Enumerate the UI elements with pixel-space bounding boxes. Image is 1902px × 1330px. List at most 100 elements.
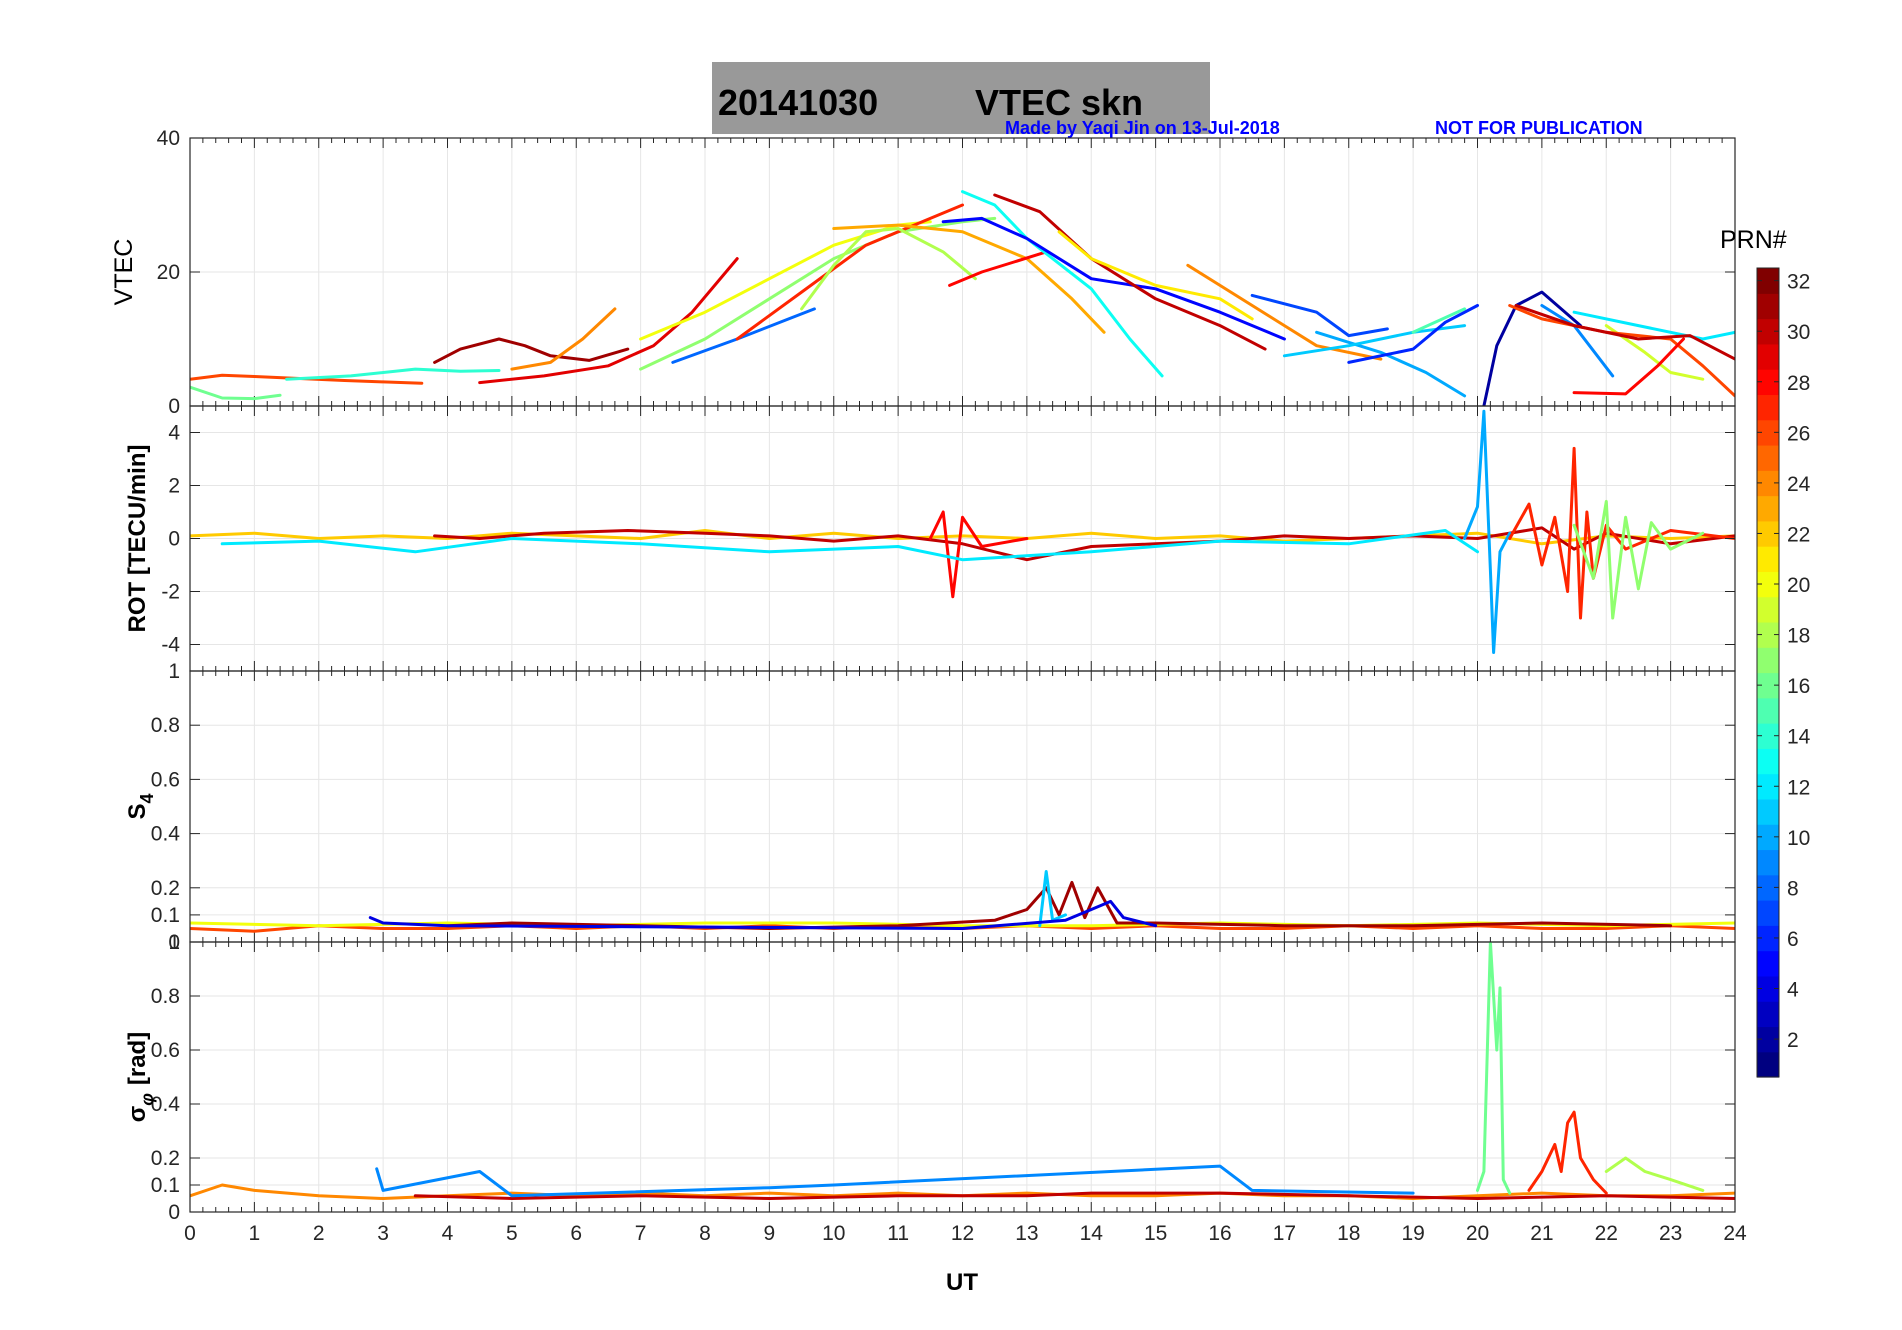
colorbar-tick-label: 22: [1787, 523, 1810, 546]
traces-vtec: [190, 190, 1735, 406]
sigma-trace-prn-18: [1604, 1156, 1705, 1192]
colorbar-bin: [1757, 1026, 1779, 1053]
minor-ticks-sigma: [189, 942, 1736, 1212]
vtec-trace-prn-8: [671, 307, 816, 364]
colorbar-bin: [1757, 596, 1779, 623]
y-tick-label: 0.4: [151, 823, 181, 846]
vtec-trace-prn-5: [941, 216, 1286, 341]
axes-frame-sigma: [189, 941, 1736, 1213]
colorbar-bin: [1757, 672, 1779, 699]
y-tick-label: 0.4: [151, 1093, 181, 1116]
colorbar-bin: [1757, 950, 1779, 977]
colorbar-frame: [1756, 267, 1780, 1078]
y-tick-label: 0.2: [151, 1147, 180, 1170]
x-tick-label: 20: [1466, 1222, 1489, 1245]
x-tick-label: 5: [506, 1222, 518, 1245]
y-tick-label: 0.1: [151, 1174, 180, 1197]
y-tick-label: -4: [161, 634, 180, 657]
x-tick-label: 7: [635, 1222, 647, 1245]
y-axis-title-text: S: [124, 804, 151, 820]
colorbar-bin: [1757, 849, 1779, 876]
y-axis-title-text: VTEC: [110, 239, 138, 306]
y-axis-title-suffix: [rad]: [124, 1032, 151, 1085]
x-tick-label: 6: [570, 1222, 582, 1245]
rot-trace-prn-22: [190, 529, 1735, 546]
y-tick-label: 40: [157, 127, 180, 150]
vtec-trace-prn-14: [285, 367, 501, 381]
y-tick-label: 0: [168, 931, 180, 954]
rot-trace-prn-17: [1572, 499, 1705, 620]
vtec-trace-prn-24: [510, 307, 617, 371]
vtec-trace-prn-16: [190, 385, 282, 401]
colorbar-bin: [1757, 975, 1779, 1002]
y-tick-label: 0: [168, 528, 180, 551]
minor-ticks-rot: [189, 406, 1736, 671]
x-tick-label: 23: [1659, 1222, 1682, 1245]
colorbar-tick-label: 32: [1787, 271, 1810, 294]
y-tick-label: 0.8: [151, 985, 180, 1008]
vtec-trace-prn-24: [1186, 263, 1383, 361]
credit-notice: NOT FOR PUBLICATION: [1435, 118, 1643, 138]
x-axis-label: UT: [946, 1269, 978, 1296]
traces-s4: [190, 870, 1735, 933]
x-tick-label: 14: [1080, 1222, 1104, 1245]
y-tick-label: 0.1: [151, 904, 180, 927]
title-background: [712, 62, 1210, 134]
y-axis-title-rot: ROT [TECU/min]: [124, 445, 151, 633]
y-tick-label: 4: [168, 422, 180, 445]
x-tick-label: 22: [1595, 1222, 1618, 1245]
colorbar-bin: [1757, 571, 1779, 598]
colorbar-tick-label: 2: [1787, 1029, 1799, 1052]
x-tick-label: 1: [249, 1222, 261, 1245]
rot-trace-prn-27: [1508, 446, 1735, 620]
title-date: 20141030: [718, 82, 878, 123]
panel-rot: -4 -2 0 2 4 ROT [TECU/min]: [124, 405, 1736, 672]
x-tick-label: 19: [1401, 1222, 1424, 1245]
y-tick-label: 2: [168, 475, 180, 498]
vtec-trace-prn-23: [832, 223, 1106, 334]
y-axis-title-text: σ: [124, 1106, 151, 1122]
vtec-trace-prn-29: [478, 257, 739, 385]
colorbar-bin: [1757, 495, 1779, 522]
colorbar-bin: [1757, 874, 1779, 901]
colorbar-tick-label: 18: [1787, 625, 1810, 648]
y-tick-label: 0.8: [151, 714, 180, 737]
vtec-trace-prn-21: [1057, 230, 1254, 321]
colorbar-tick-label: 6: [1787, 928, 1799, 951]
x-tick-label: 3: [377, 1222, 389, 1245]
colorbar-bin: [1757, 318, 1779, 345]
colorbar-bin: [1757, 621, 1779, 648]
colorbar-bin: [1757, 343, 1779, 370]
colorbar-tick-label: 20: [1787, 574, 1810, 597]
y-axis-title-sigma: σφ [rad]: [124, 1032, 157, 1122]
panel-vtec: 0 20 40 VTEC: [110, 127, 1736, 418]
vtec-trace-prn-28: [1572, 337, 1685, 396]
x-tick-label: 24: [1723, 1222, 1747, 1245]
y-axis-title-vtec: VTEC: [110, 239, 138, 306]
colorbar-bin: [1757, 419, 1779, 446]
sigma-trace-prn-30: [413, 1191, 1735, 1200]
minor-ticks-vtec: [189, 138, 1736, 406]
colorbar-tick-label: 4: [1787, 979, 1799, 1002]
colorbar-bin: [1757, 293, 1779, 320]
y-tick-label: 0.2: [151, 877, 180, 900]
y-axis-title-subscript: φ: [137, 1093, 157, 1106]
vtec-trace-prn-28: [948, 250, 1048, 287]
x-tick-label: 2: [313, 1222, 325, 1245]
x-tick-label: 0: [184, 1222, 196, 1245]
colorbar-tick-label: 30: [1787, 321, 1810, 344]
x-tick-label: 4: [442, 1222, 454, 1245]
colorbar-bin: [1757, 748, 1779, 775]
colorbar-tick-label: 16: [1787, 675, 1810, 698]
y-tick-label: 0: [168, 395, 180, 418]
colorbar-tick-label: 28: [1787, 372, 1810, 395]
vtec-trace-prn-15: [1411, 307, 1467, 334]
colorbar-bin: [1757, 1001, 1779, 1028]
vtec-trace-prn-19: [1604, 324, 1705, 381]
colorbar-bin: [1757, 697, 1779, 724]
colorbar-bin: [1757, 647, 1779, 674]
colorbar-bin: [1757, 1051, 1779, 1078]
sigma-trace-prn-16: [1476, 942, 1512, 1195]
vtec-trace-prn-13: [961, 190, 1164, 378]
